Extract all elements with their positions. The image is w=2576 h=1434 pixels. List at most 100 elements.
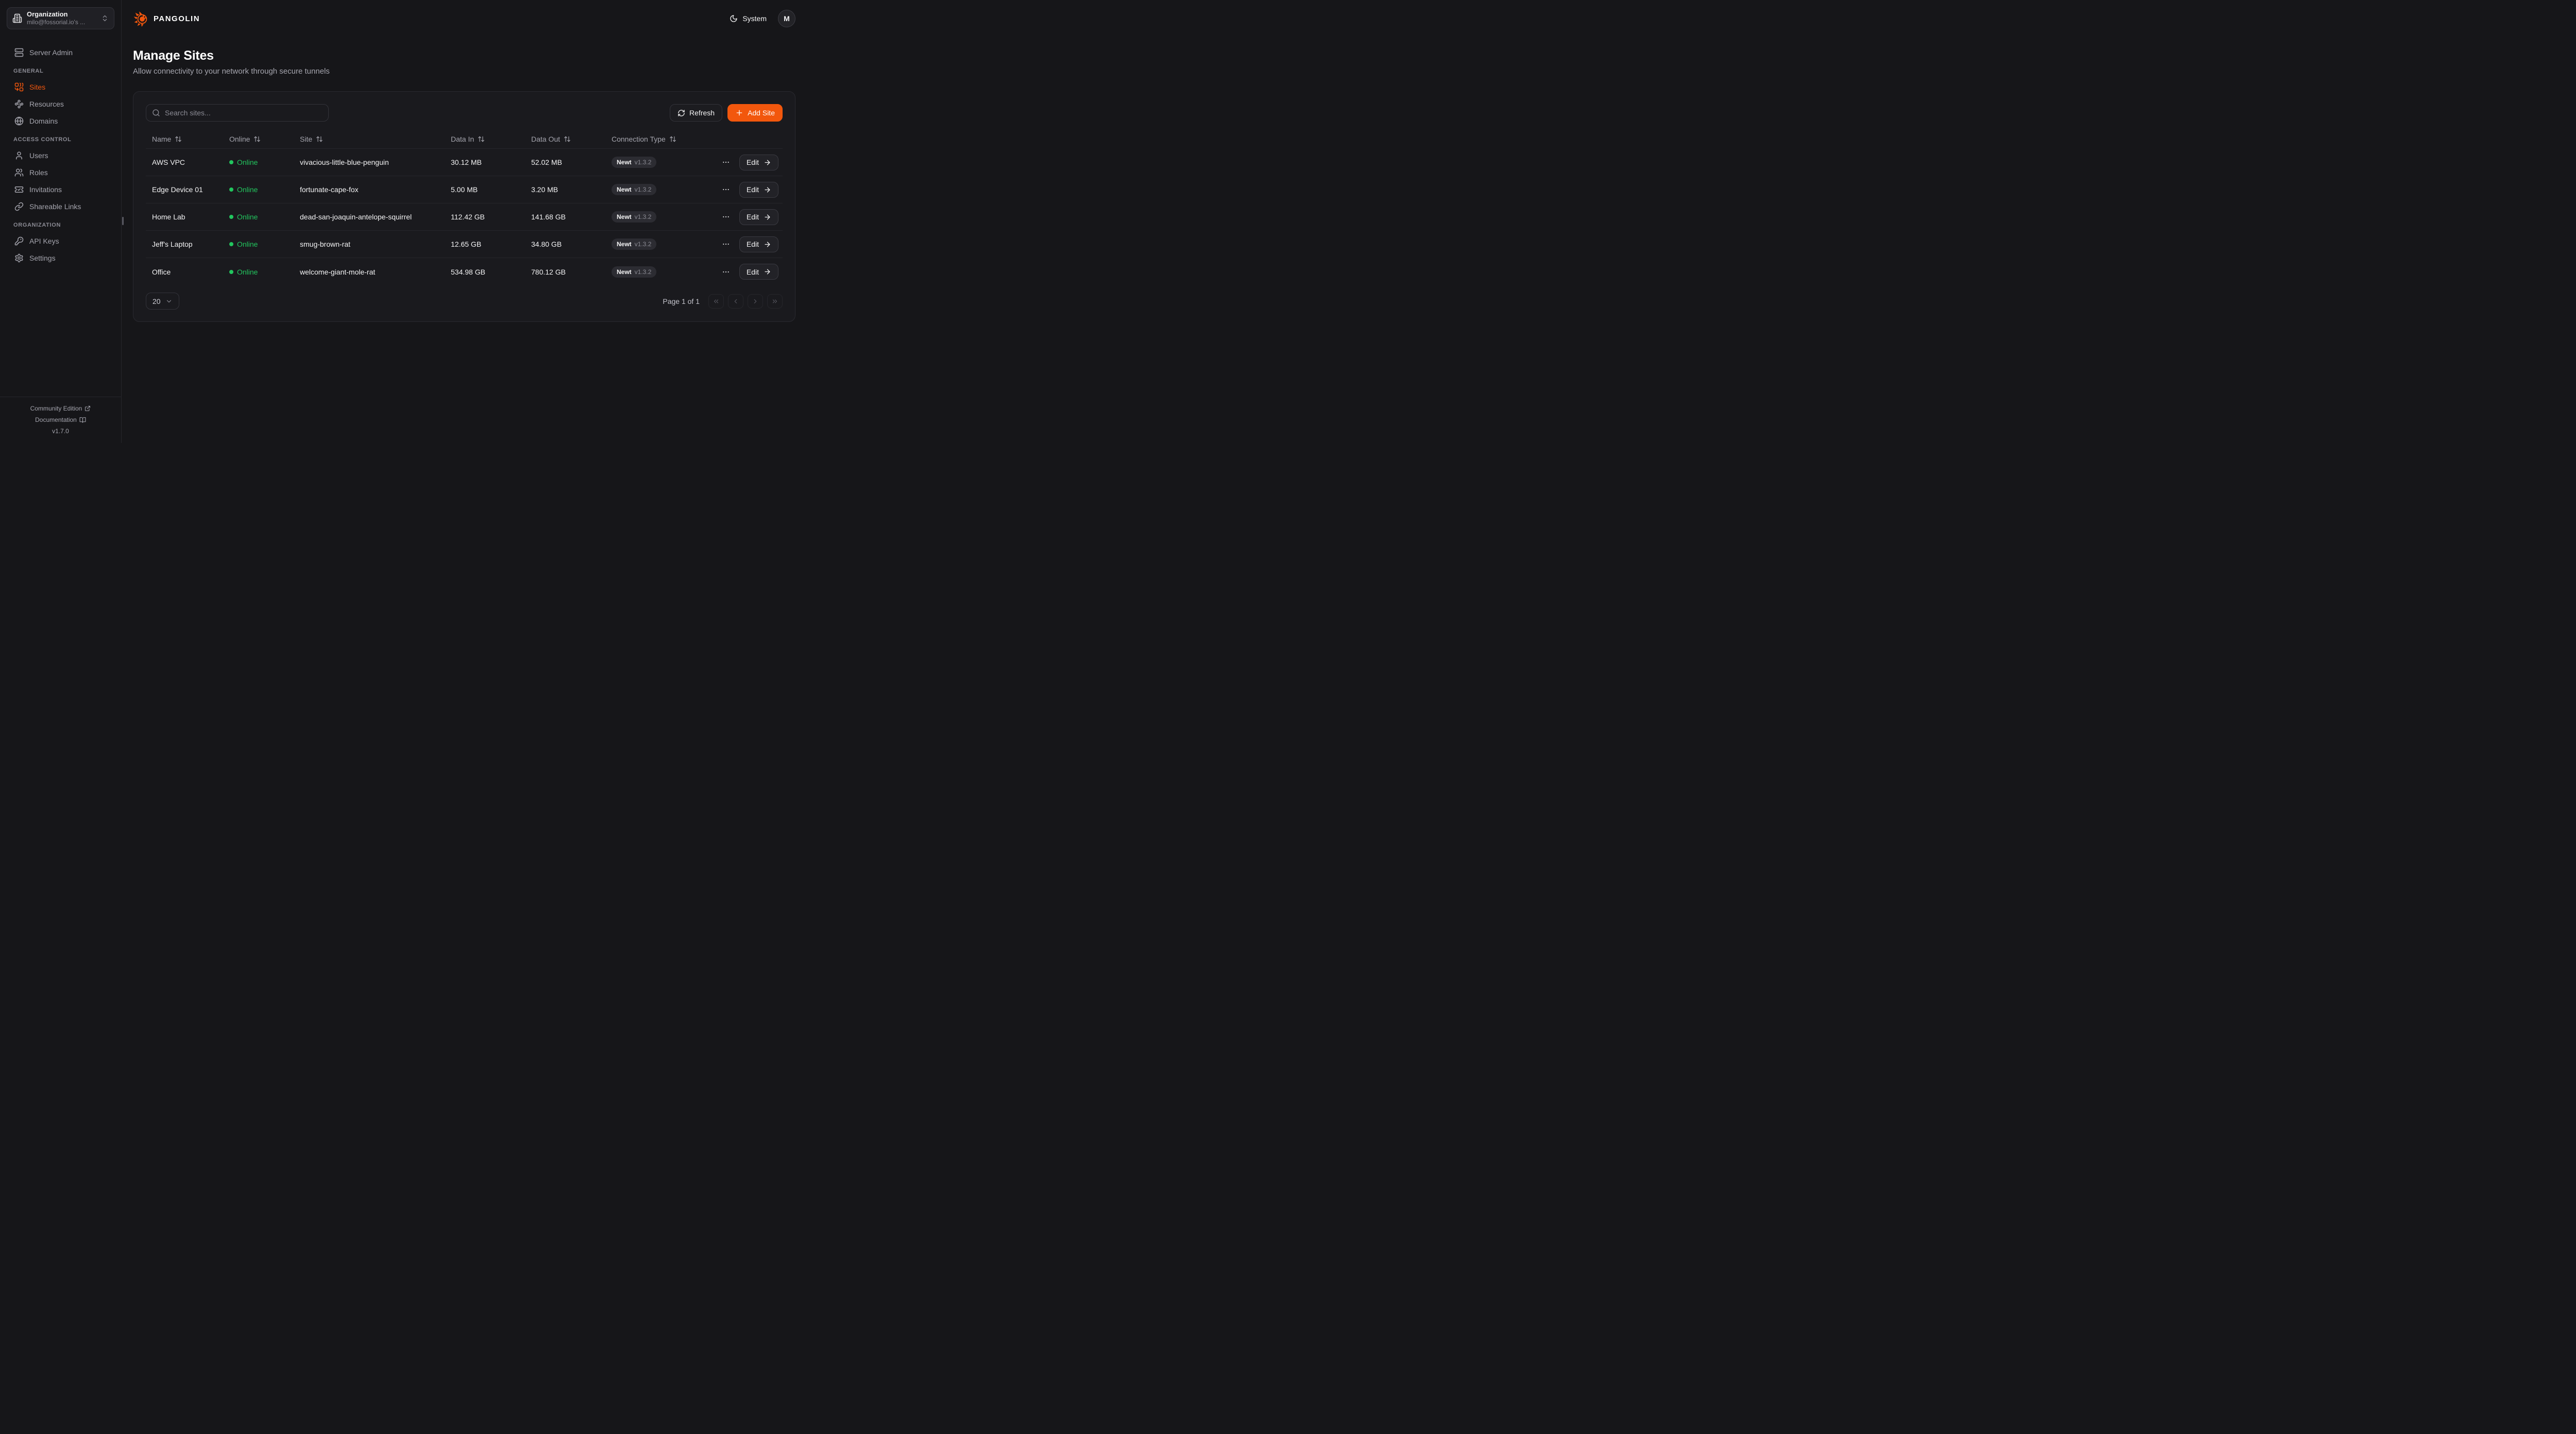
cell-actions: Edit (703, 236, 783, 252)
cell-data-out: 780.12 GB (531, 267, 566, 276)
sidebar-scrollbar-thumb[interactable] (122, 217, 124, 225)
last-page-button[interactable] (767, 294, 783, 309)
moon-icon (730, 14, 738, 23)
search-icon (152, 109, 160, 117)
first-page-button[interactable] (708, 294, 724, 309)
avatar[interactable]: M (778, 10, 795, 27)
online-dot-icon (229, 269, 233, 274)
sidebar-item-settings[interactable]: Settings (7, 249, 114, 266)
refresh-button[interactable]: Refresh (670, 104, 723, 122)
online-dot-icon (229, 215, 233, 219)
column-header-data-in[interactable]: Data In (445, 135, 525, 143)
column-header-data-out[interactable]: Data Out (525, 135, 605, 143)
row-menu-button[interactable] (720, 156, 732, 168)
sidebar: Organization milo@fossorial.io's ... Ser… (0, 0, 122, 443)
pager: Page 1 of 1 (663, 294, 783, 309)
sidebar-item-label: Users (29, 151, 48, 160)
org-selector-label: Organization (27, 10, 68, 18)
page-subtitle: Allow connectivity to your network throu… (133, 67, 330, 76)
cell-actions: Edit (703, 154, 783, 170)
sites-table-card: Refresh Add Site Name Online Site Data I… (133, 91, 795, 322)
avatar-initial: M (784, 14, 790, 23)
next-page-button[interactable] (748, 294, 763, 309)
previous-page-button[interactable] (728, 294, 743, 309)
edit-button[interactable]: Edit (739, 154, 778, 170)
cell-name: Home Lab (152, 213, 185, 221)
section-label-general: General (13, 68, 44, 74)
cell-site: vivacious-little-blue-penguin (300, 158, 389, 166)
table-header-row: Name Online Site Data In Data Out Connec… (146, 130, 783, 149)
sidebar-item-label: Shareable Links (29, 202, 81, 211)
external-link-icon (84, 405, 91, 412)
users-icon (14, 168, 24, 177)
row-menu-button[interactable] (720, 266, 732, 278)
row-menu-button[interactable] (720, 211, 732, 223)
sidebar-item-sites[interactable]: Sites (7, 78, 114, 95)
row-menu-button[interactable] (720, 238, 732, 250)
topbar-right: System M (730, 10, 795, 27)
sidebar-item-invitations[interactable]: Invitations (7, 181, 114, 198)
table-row: Edge Device 01 Online fortunate-cape-fox… (146, 176, 783, 203)
add-site-button[interactable]: Add Site (727, 104, 783, 122)
cell-data-out: 52.02 MB (531, 158, 562, 166)
online-label: Online (237, 267, 258, 276)
theme-toggle[interactable]: System (730, 14, 767, 23)
pangolin-logo-icon (133, 10, 150, 27)
sidebar-item-label: Resources (29, 99, 64, 108)
brand-wordmark: PANGOLIN (154, 14, 200, 23)
sidebar-item-domains[interactable]: Domains (7, 112, 114, 129)
edit-button[interactable]: Edit (739, 181, 778, 198)
sidebar-nav: Server Admin General Sites Resources Dom… (0, 32, 121, 397)
sidebar-item-users[interactable]: Users (7, 147, 114, 164)
online-dot-icon (229, 242, 233, 246)
edit-button[interactable]: Edit (739, 236, 778, 252)
edit-button[interactable]: Edit (739, 264, 778, 280)
documentation-label: Documentation (35, 416, 77, 423)
column-header-name[interactable]: Name (146, 135, 223, 143)
combine-icon (14, 82, 24, 92)
chevron-left-icon (732, 298, 739, 305)
org-selector-value: milo@fossorial.io's ... (27, 19, 86, 26)
refresh-icon (677, 109, 685, 117)
row-menu-button[interactable] (720, 183, 732, 196)
cell-site: welcome-giant-mole-rat (300, 267, 376, 276)
brand: PANGOLIN (133, 10, 200, 27)
column-header-online[interactable]: Online (223, 135, 294, 143)
edit-button[interactable]: Edit (739, 209, 778, 225)
online-label: Online (237, 185, 258, 194)
column-header-connection-type[interactable]: Connection Type (605, 135, 703, 143)
search-box (146, 104, 329, 122)
sort-icon (669, 135, 676, 143)
sidebar-item-api-keys[interactable]: API Keys (7, 232, 114, 249)
cell-data-in: 30.12 MB (451, 158, 482, 166)
chevrons-right-icon (771, 298, 778, 305)
cell-site: fortunate-cape-fox (300, 185, 359, 194)
documentation-link[interactable]: Documentation (0, 414, 121, 425)
refresh-label: Refresh (689, 109, 715, 117)
page-size-select[interactable]: 20 (146, 293, 179, 310)
theme-toggle-label: System (742, 14, 767, 23)
cell-data-in: 534.98 GB (451, 267, 485, 276)
sidebar-item-roles[interactable]: Roles (7, 164, 114, 181)
arrow-right-icon (764, 186, 771, 194)
sidebar-item-label: API Keys (29, 236, 59, 245)
sidebar-item-label: Server Admin (29, 48, 73, 57)
table-toolbar: Refresh Add Site (146, 104, 783, 122)
sidebar-item-resources[interactable]: Resources (7, 95, 114, 112)
community-edition-link[interactable]: Community Edition (0, 403, 121, 414)
cell-data-out: 34.80 GB (531, 240, 562, 248)
sidebar-item-label: Domains (29, 116, 58, 125)
search-input[interactable] (165, 109, 323, 117)
toolbar-actions: Refresh Add Site (670, 104, 783, 122)
column-header-site[interactable]: Site (294, 135, 445, 143)
page-head: Manage Sites Allow connectivity to your … (133, 37, 795, 78)
sidebar-item-label: Sites (29, 82, 46, 91)
version-label: v1.7.0 (52, 428, 69, 435)
org-selector[interactable]: Organization milo@fossorial.io's ... (7, 7, 114, 29)
online-dot-icon (229, 187, 233, 192)
connection-type-badge: Newt v1.3.2 (612, 238, 657, 250)
page-title: Manage Sites (133, 48, 214, 63)
sidebar-item-server-admin[interactable]: Server Admin (7, 44, 114, 61)
cell-actions: Edit (703, 181, 783, 198)
sidebar-item-shareable-links[interactable]: Shareable Links (7, 198, 114, 215)
